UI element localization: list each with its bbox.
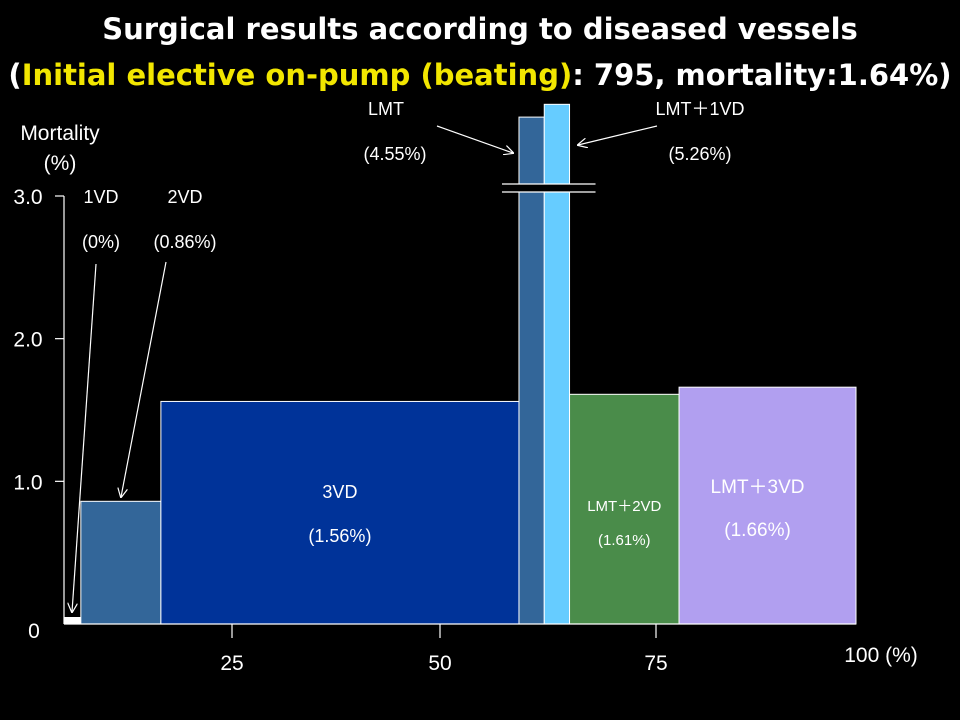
bar-2vd [80, 500, 162, 625]
axis-break-gap [517, 184, 571, 192]
arrow-lmt [436, 125, 513, 153]
label-2vd-name: 2VD [167, 187, 202, 207]
bar-3vd [160, 400, 520, 625]
x-tick-label-75: 75 [644, 652, 667, 675]
x-tick-label-25: 25 [220, 652, 243, 675]
y-tick-label-1.0: 1.0 [13, 471, 42, 494]
arrow-1vd [72, 263, 97, 612]
label-lmt-name: LMT [368, 99, 404, 119]
y-tick-label-3.0: 3.0 [13, 186, 42, 209]
subtitle-open-paren: ( [8, 58, 22, 92]
label-lmt1vd-name: LMT＋1VD [655, 99, 744, 119]
bar-lmt-1vd [543, 103, 571, 625]
x-tick-label-50: 50 [428, 652, 451, 675]
x-tick-label-100: 100 (%) [844, 644, 918, 667]
bar-1vd [64, 617, 83, 624]
arrow-lmt1vd [578, 125, 658, 145]
chart-subtitle: (Initial elective on-pump (beating): 795… [0, 58, 960, 92]
label-3vd-name: 3VD [322, 482, 357, 502]
y-axis-title-line2: (%) [44, 152, 77, 175]
bar-lmt-2vd [569, 393, 680, 625]
label-lmt2vd-name: LMT＋2VD [587, 498, 661, 515]
label-1vd-value: (0%) [82, 232, 120, 252]
arrow-2vd [121, 261, 167, 497]
y-tick-label-2.0: 2.0 [13, 329, 42, 352]
label-lmt2vd-value: (1.61%) [598, 532, 651, 549]
bar-lmt [518, 116, 545, 625]
label-lmt-value: (4.55%) [363, 144, 426, 164]
y-axis-title-line1: Mortality [20, 122, 100, 145]
label-3vd-value: (1.56%) [308, 526, 371, 546]
y-tick-label-0: 0 [28, 620, 40, 643]
subtitle-highlight: Initial elective on-pump (beating) [21, 58, 573, 92]
subtitle-close-paren: ) [938, 58, 952, 92]
subtitle-rest: : 795, mortality:1.64% [572, 58, 939, 92]
label-lmt1vd-value: (5.26%) [668, 144, 731, 164]
bar-lmt-3vd [678, 386, 857, 625]
label-lmt3vd-name: LMT＋3VD [711, 477, 805, 498]
label-1vd-name: 1VD [83, 187, 118, 207]
chart-title: Surgical results according to diseased v… [102, 12, 858, 46]
label-2vd-value: (0.86%) [153, 232, 216, 252]
label-lmt3vd-value: (1.66%) [724, 520, 791, 541]
